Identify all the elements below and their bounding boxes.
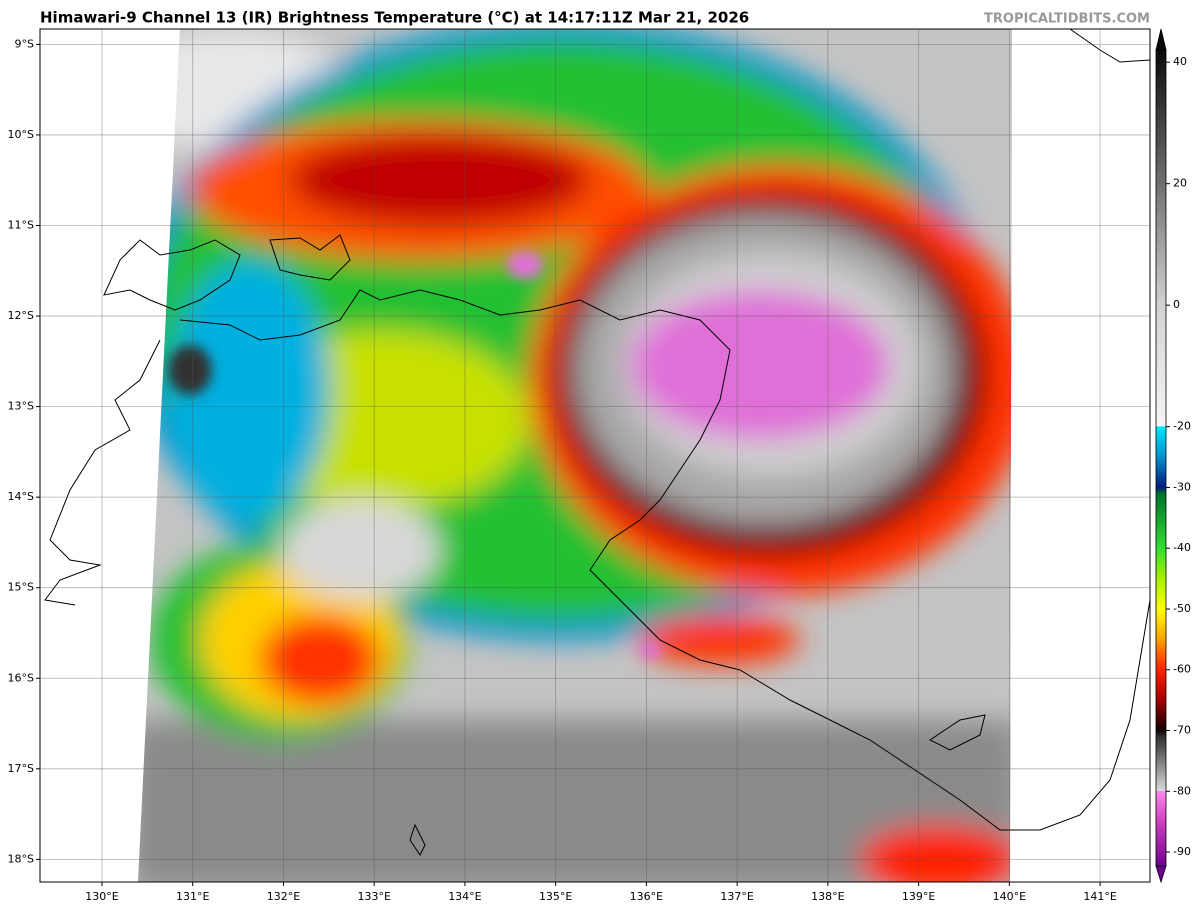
lon-label: 136°E: [630, 890, 663, 903]
lon-label: 137°E: [720, 890, 753, 903]
lon-label: 130°E: [85, 890, 118, 903]
lon-label: 135°E: [539, 890, 572, 903]
lat-label: 10°S: [8, 128, 34, 141]
lat-label: 12°S: [8, 309, 34, 322]
coastlines: [44, 28, 1151, 856]
colorbar-label: 20: [1173, 177, 1187, 190]
credit: TROPICALTIDBITS.COM: [984, 12, 1150, 27]
colorbar-label: -40: [1173, 541, 1191, 554]
colorbar-label: -80: [1173, 784, 1191, 797]
colorbar-body: [1155, 49, 1167, 867]
colorbar-label: 0: [1173, 298, 1180, 311]
lon-label: 131°E: [176, 890, 209, 903]
colorbar-label: -90: [1173, 845, 1191, 858]
lon-label: 133°E: [357, 890, 390, 903]
lon-label: 134°E: [448, 890, 481, 903]
lon-label: 141°E: [1083, 890, 1116, 903]
colorbar-bottom: [1155, 865, 1167, 884]
colorbar-label: -70: [1173, 724, 1191, 737]
lat-label: 11°S: [8, 218, 34, 231]
imagery: [138, 29, 1012, 882]
colorbar: 40 20 0 -20 -30 -40 -50 -60 -70 -80 -90: [1155, 28, 1191, 884]
lat-label: 14°S: [8, 490, 34, 503]
lon-label: 140°E: [993, 890, 1026, 903]
colorbar-label: 40: [1173, 55, 1187, 68]
lat-label: 17°S: [8, 762, 34, 775]
lat-label: 18°S: [8, 852, 34, 865]
colorbar-label: -50: [1173, 602, 1191, 615]
lat-label: 16°S: [8, 671, 34, 684]
colorbar-top: [1155, 28, 1167, 51]
colorbar-label: -20: [1173, 420, 1191, 433]
lat-label: 13°S: [8, 400, 34, 413]
lon-label: 139°E: [902, 890, 935, 903]
lon-label: 138°E: [811, 890, 844, 903]
colorbar-label: -30: [1173, 480, 1191, 493]
title: Himawari-9 Channel 13 (IR) Brightness Te…: [40, 9, 749, 27]
lat-label: 9°S: [15, 37, 34, 50]
lon-label: 132°E: [267, 890, 300, 903]
lat-label: 15°S: [8, 581, 34, 594]
map-frame: [39, 28, 1151, 883]
colorbar-label: -60: [1173, 663, 1191, 676]
